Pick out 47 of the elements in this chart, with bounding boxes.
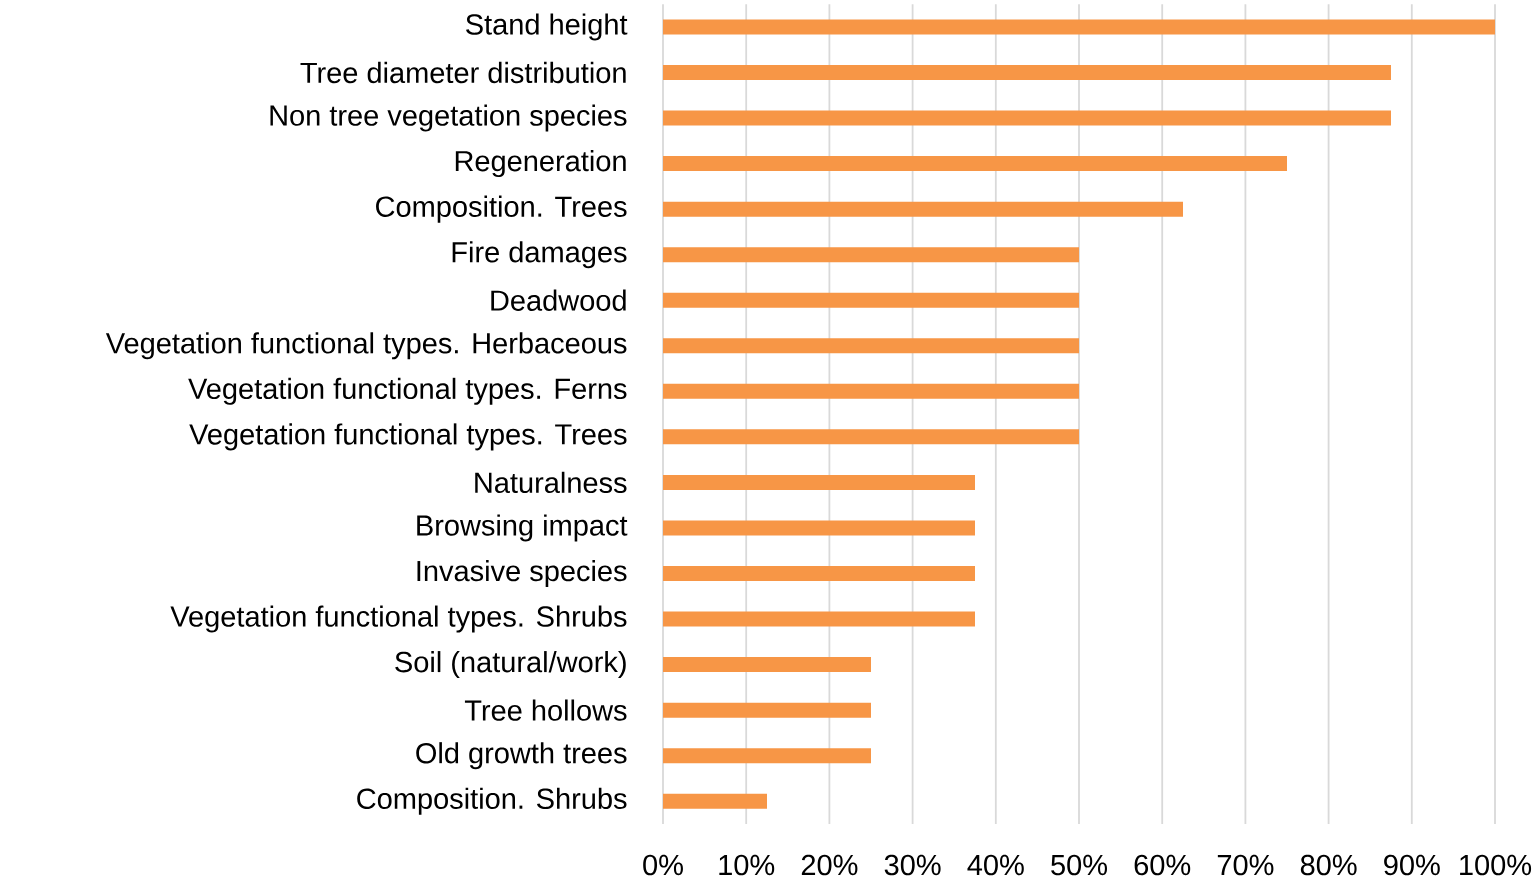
bar	[663, 201, 1183, 217]
bar	[663, 520, 975, 536]
bar	[663, 611, 975, 627]
y-tick-label: Vegetation functional types. Trees	[189, 423, 627, 451]
y-tick-label: Invasive species	[417, 559, 627, 588]
y-tick-label: Browsing impact	[417, 514, 628, 542]
y-tick-label: Deadwood	[491, 289, 626, 311]
bar	[663, 657, 871, 673]
y-tick-label: Naturalness	[475, 471, 627, 494]
y-tick-label: Composition. Shrubs	[357, 787, 627, 815]
bar	[663, 19, 1495, 35]
y-tick-label: Tree diameter distribution	[300, 61, 626, 84]
x-tick-label: 90%	[1384, 854, 1440, 876]
bar	[663, 566, 975, 581]
bar	[663, 156, 1287, 172]
y-tick-label: Vegetation functional types. Herbaceous	[105, 332, 627, 360]
bar	[663, 110, 1391, 126]
x-tick-label: 80%	[1300, 854, 1357, 876]
y-tick-label: Vegetation functional types. Ferns	[188, 377, 627, 405]
x-tick-label: 0%	[643, 854, 683, 876]
x-tick-label: 30%	[884, 854, 941, 876]
x-tick-label: 70%	[1217, 854, 1274, 876]
y-tick-label: Fire damages	[452, 241, 627, 269]
x-tick-label: 50%	[1051, 854, 1108, 876]
x-tick-label: 10%	[719, 854, 775, 876]
y-tick-label: Regeneration	[455, 150, 626, 178]
bar	[663, 292, 1079, 308]
y-tick-label: Tree hollows	[464, 699, 627, 721]
x-tick-label: 100%	[1460, 854, 1532, 876]
bar	[663, 65, 1391, 81]
bar	[663, 247, 1079, 263]
bar	[663, 338, 1079, 354]
y-tick-label: Vegetation functional types. Shrubs	[170, 605, 627, 633]
x-tick-label: 20%	[801, 854, 858, 876]
x-tick-label: 40%	[967, 854, 1024, 876]
y-tick-label: Soil (natural/work)	[395, 651, 626, 679]
bar	[663, 474, 975, 490]
bar	[663, 702, 871, 718]
x-tick-label: 60%	[1134, 854, 1191, 876]
bar	[663, 793, 767, 809]
y-tick-label: Non tree vegetation species	[270, 104, 627, 132]
bar	[663, 748, 871, 764]
y-tick-label: Composition. Trees	[376, 195, 627, 223]
y-tick-label: Stand height	[466, 13, 628, 41]
bar	[663, 429, 1079, 445]
bar	[663, 383, 1079, 399]
y-tick-label: Old growth trees	[416, 742, 627, 770]
